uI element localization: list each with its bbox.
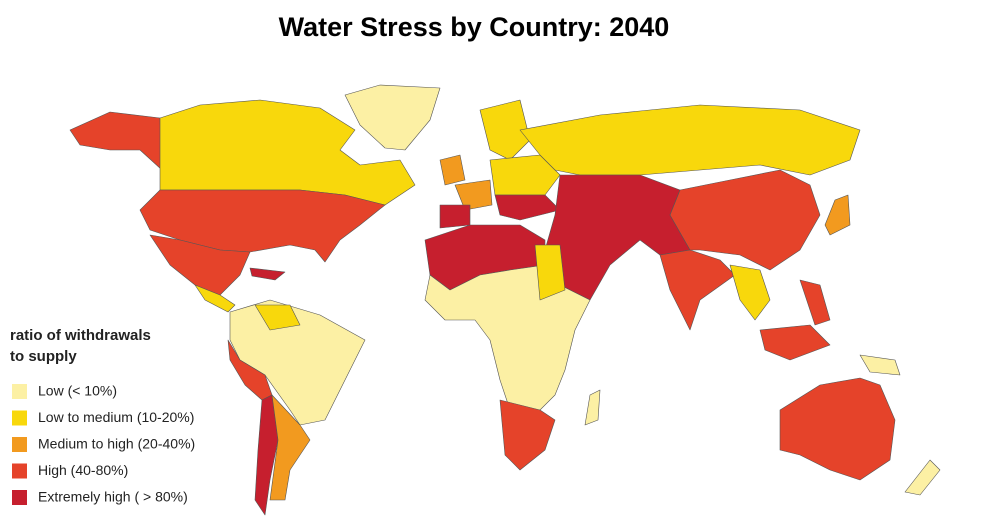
region	[439, 154, 466, 186]
legend-swatch	[12, 384, 27, 399]
map-title: Water Stress by Country: 2040	[279, 12, 670, 42]
legend: Low (< 10%) Low to medium (10-20%) Medium …	[12, 383, 195, 505]
region	[494, 194, 561, 221]
legend-label: Medium to high (20-40%)	[38, 436, 195, 452]
region	[519, 104, 861, 176]
region	[269, 394, 311, 501]
legend-swatch	[12, 463, 27, 479]
region	[489, 154, 561, 196]
legend-swatch	[12, 490, 27, 505]
region	[584, 389, 601, 426]
region	[249, 267, 286, 281]
legend-swatch	[12, 437, 27, 452]
region	[139, 189, 386, 263]
region	[499, 399, 556, 471]
region	[799, 279, 831, 326]
region	[669, 169, 821, 271]
region	[424, 264, 591, 411]
region	[254, 304, 301, 331]
legend-label: Extremely high ( > 80%)	[38, 489, 188, 505]
region	[534, 244, 566, 301]
legend-title: ratio of withdrawals	[10, 327, 151, 344]
world-map	[69, 84, 941, 516]
region	[904, 459, 941, 496]
region	[194, 284, 236, 313]
region	[149, 234, 251, 296]
region	[69, 111, 163, 171]
legend-swatch	[12, 410, 27, 426]
legend-label: High (40-80%)	[38, 462, 128, 478]
region	[859, 354, 901, 376]
legend-title: to supply	[10, 348, 77, 365]
region	[759, 324, 831, 361]
region	[729, 264, 771, 321]
region	[344, 84, 441, 151]
legend-label: Low to medium (10-20%)	[38, 409, 194, 425]
region	[439, 204, 471, 229]
region	[229, 299, 366, 426]
legend-label: Low (< 10%)	[38, 383, 117, 399]
region	[454, 179, 493, 211]
region	[479, 99, 531, 161]
region	[779, 377, 896, 481]
region	[659, 249, 736, 331]
region	[824, 194, 851, 236]
